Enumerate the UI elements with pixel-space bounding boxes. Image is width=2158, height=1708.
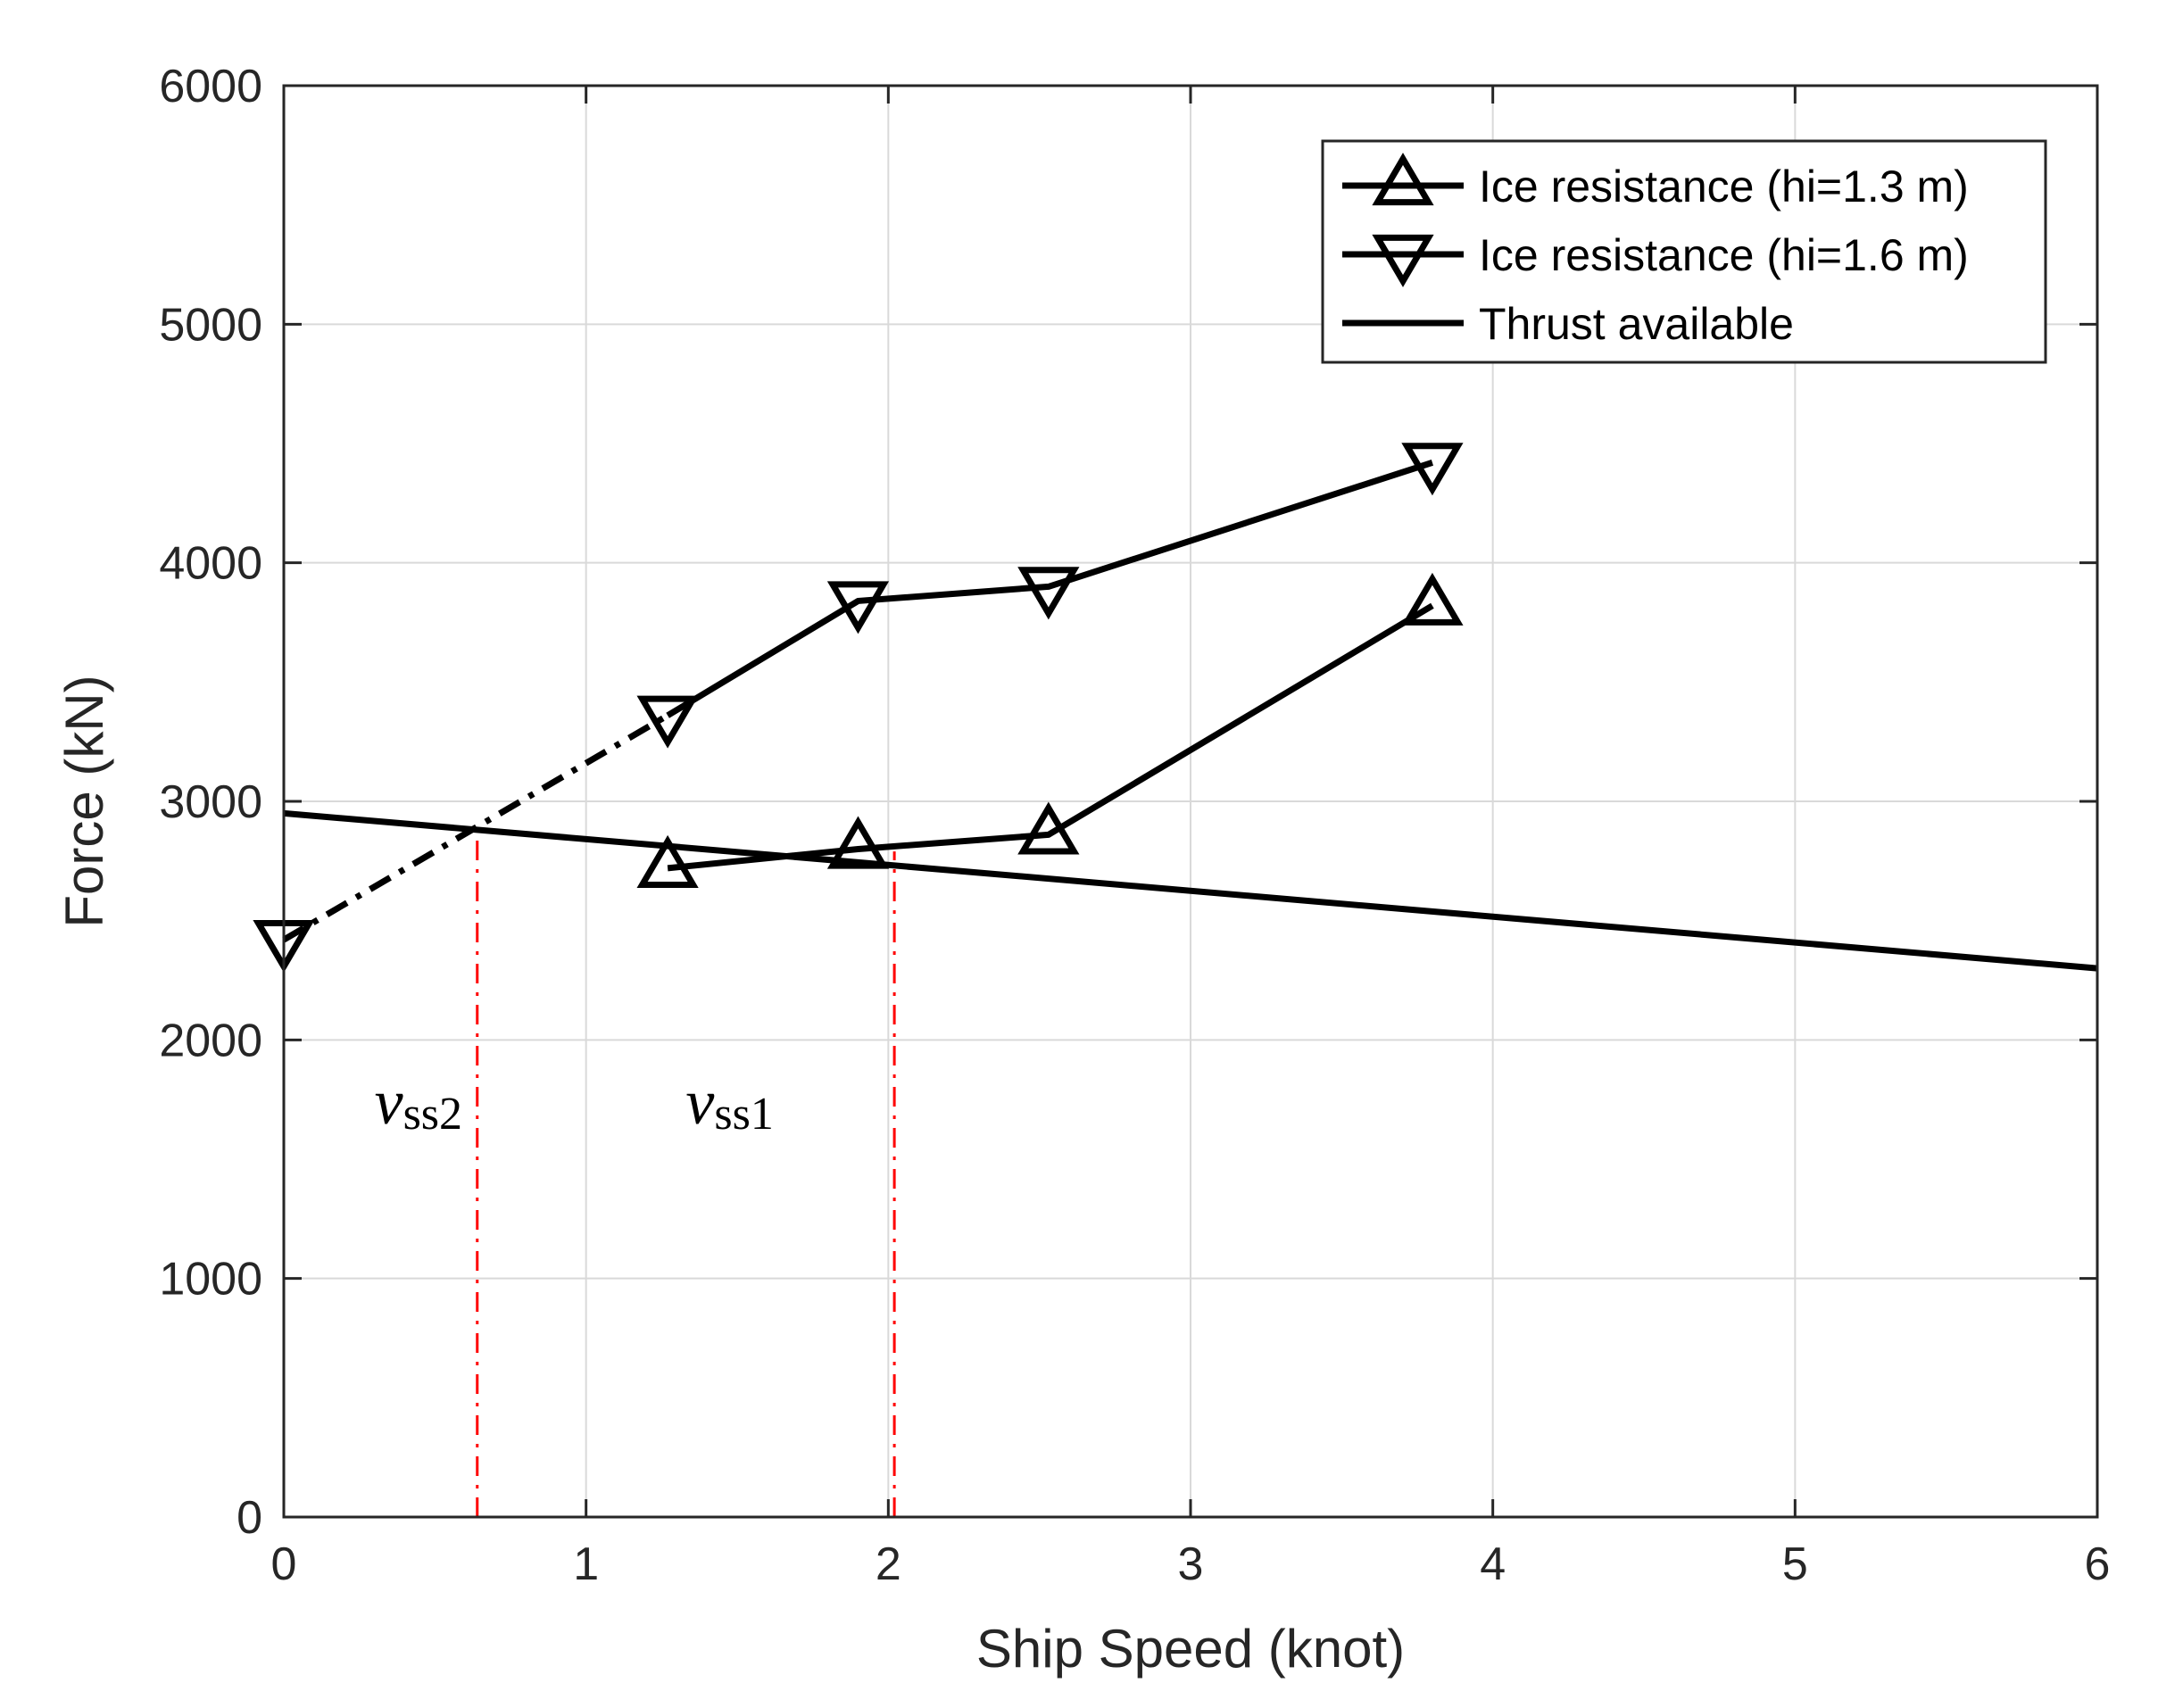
annotation-main: v	[375, 1066, 403, 1138]
x-tick-label: 6	[2085, 1538, 2111, 1590]
legend: Ice resistance (hi=1.3 m) Ice resistance …	[1321, 139, 2047, 364]
annotation-main: v	[685, 1066, 714, 1138]
series-ice-resistance-hi-1-3-m	[636, 572, 1464, 888]
series-line	[666, 460, 1434, 718]
data-point	[1401, 572, 1464, 626]
annotations: vss2 vss1	[375, 1066, 774, 1140]
legend-label: Ice resistance (hi=1.6 m)	[1479, 230, 1969, 280]
annotation-subscript: ss2	[403, 1089, 462, 1140]
legend-marker	[1372, 234, 1434, 287]
y-tick-label: 2000	[159, 1015, 262, 1066]
legend-item-ice-resistance-hi-1-6-m: Ice resistance (hi=1.6 m)	[1342, 230, 1969, 287]
y-axis-label: Force (kN)	[54, 675, 114, 927]
plot-frame	[282, 84, 2099, 1519]
annotation-subscript: ss1	[714, 1089, 773, 1140]
legend-label: Thrust available	[1479, 299, 1794, 349]
y-tick-label: 1000	[159, 1254, 262, 1306]
legend-item-thrust-available: Thrust available	[1342, 299, 1794, 349]
data-point	[636, 834, 699, 888]
legend-label: Ice resistance (hi=1.3 m)	[1479, 162, 1969, 211]
tick-labels: 0 1 2 3 4 5 6 0 1000 2000 3000 4000 5000 6000	[159, 61, 2110, 1590]
legend-marker	[1372, 153, 1434, 206]
y-tick-label: 0	[237, 1492, 262, 1544]
y-tick-label: 6000	[159, 61, 262, 112]
data-point	[1017, 567, 1080, 620]
series-line	[667, 602, 1434, 872]
data-point	[1401, 443, 1464, 496]
data-point	[1017, 801, 1080, 855]
x-tick-label: 1	[573, 1538, 599, 1590]
series-line	[283, 809, 2098, 972]
series-layer	[253, 443, 2098, 973]
y-tick-label: 4000	[159, 538, 262, 590]
series-ice-resistance-hi-1-6-m	[253, 443, 1464, 973]
series-thrust-available	[283, 809, 2098, 972]
data-point	[826, 581, 890, 634]
x-tick-label: 3	[1178, 1538, 1204, 1590]
reference-lines	[476, 825, 896, 1517]
legend-items: Ice resistance (hi=1.3 m) Ice resistance …	[1342, 153, 1969, 349]
legend-item-ice-resistance-hi-1-3-m: Ice resistance (hi=1.3 m)	[1342, 153, 1969, 211]
y-tick-label: 3000	[159, 776, 262, 828]
data-point	[636, 695, 699, 749]
x-tick-label: 0	[271, 1538, 297, 1590]
annotation-ss1: vss1	[685, 1066, 773, 1140]
x-axis-label: Ship Speed (knot)	[976, 1619, 1405, 1679]
x-tick-label: 5	[1782, 1538, 1808, 1590]
data-point	[826, 816, 890, 869]
y-tick-label: 5000	[159, 299, 262, 351]
x-tick-label: 2	[876, 1538, 901, 1590]
annotation-ss2: vss2	[375, 1066, 462, 1140]
x-tick-label: 4	[1480, 1538, 1506, 1590]
